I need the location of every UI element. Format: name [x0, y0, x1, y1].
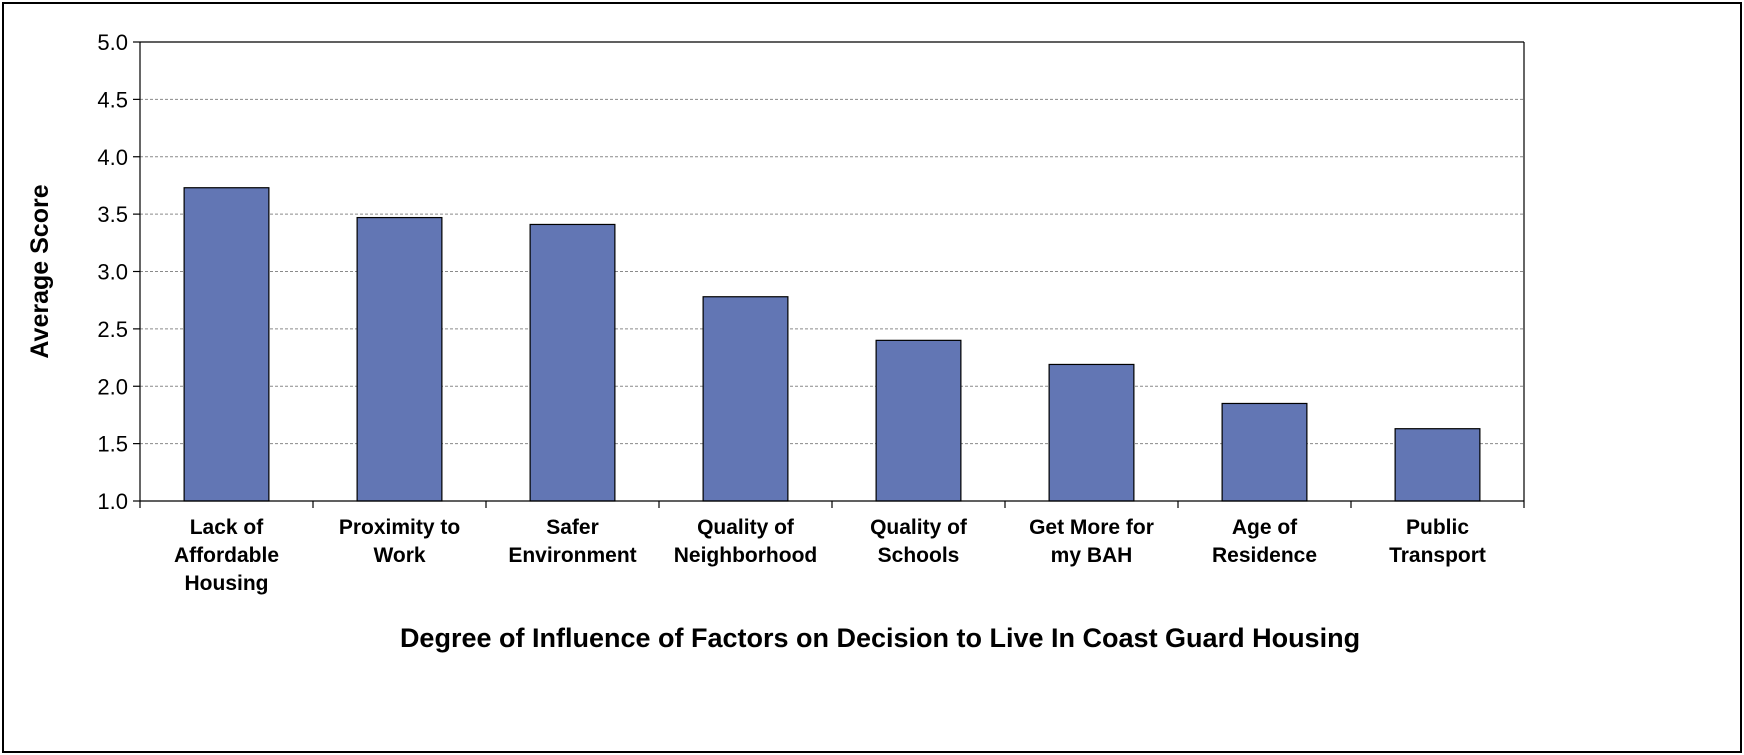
x-tick-label-line: Neighborhood	[674, 544, 817, 567]
y-tick-label: 2.5	[97, 317, 128, 342]
y-tick-label: 3.5	[97, 202, 128, 227]
y-tick-label: 5.0	[97, 30, 128, 55]
x-tick-label-line: Get More for	[1029, 516, 1154, 539]
x-tick-label: Quality of Schools	[870, 516, 968, 567]
y-tick-labels: 1.0 1.5 2.0 2.5 3.0 3.5 4.0 4.5 5.0	[97, 30, 128, 514]
bars	[183, 187, 1481, 502]
x-tick-label-line: Affordable	[174, 544, 279, 567]
x-tick-label: Safer Environment	[508, 516, 636, 567]
x-tick-label-line: Proximity to	[339, 516, 460, 539]
x-tick-label-line: Residence	[1212, 544, 1317, 567]
bar	[529, 223, 616, 502]
bar	[1221, 402, 1308, 502]
x-tick-label-line: Housing	[185, 572, 269, 595]
bar	[1394, 428, 1481, 502]
x-tick-label-line: Public	[1406, 516, 1469, 539]
x-tick-label-line: Lack of	[190, 516, 265, 539]
gridlines	[140, 41, 1524, 445]
x-tick-label: Public Transport	[1389, 516, 1486, 567]
x-tick-label-line: Transport	[1389, 544, 1486, 567]
x-tick-label-line: my BAH	[1051, 544, 1133, 567]
y-tick-label: 1.5	[97, 432, 128, 457]
x-tick-label: Quality of Neighborhood	[674, 516, 817, 567]
bar-chart: 1.0 1.5 2.0 2.5 3.0 3.5 4.0 4.5 5.0 Lack of Affor…	[26, 30, 1525, 653]
bar	[875, 339, 962, 502]
x-tick-label-line: Environment	[508, 544, 636, 567]
x-tick-label: Get More for my BAH	[1029, 516, 1154, 567]
y-tick-label: 4.5	[97, 87, 128, 112]
x-tick-label-line: Quality of	[697, 516, 795, 539]
x-tick-label-line: Work	[373, 544, 425, 567]
y-tick-label: 1.0	[97, 489, 128, 514]
bar	[1048, 363, 1135, 502]
x-tick-labels: Lack of Affordable Housing Proximity to Work…	[174, 516, 1486, 595]
x-axis-label: Degree of Influence of Factors on Decisi…	[400, 623, 1360, 653]
x-tick-label-line: Safer	[546, 516, 599, 539]
y-tick-label: 4.0	[97, 145, 128, 170]
x-tick-label-line: Quality of	[870, 516, 968, 539]
axes	[133, 41, 1525, 508]
x-tick-label-line: Schools	[878, 544, 960, 567]
y-tick-label: 2.0	[97, 374, 128, 399]
x-tick-label: Age of Residence	[1212, 516, 1317, 567]
x-tick-label-line: Age of	[1232, 516, 1298, 539]
bar	[183, 187, 270, 502]
bar	[702, 296, 789, 502]
bar	[356, 216, 443, 502]
x-tick-label: Proximity to Work	[339, 516, 460, 567]
y-axis-label: Average Score	[26, 184, 54, 358]
x-tick-label: Lack of Affordable Housing	[174, 516, 279, 595]
y-tick-label: 3.0	[97, 260, 128, 285]
